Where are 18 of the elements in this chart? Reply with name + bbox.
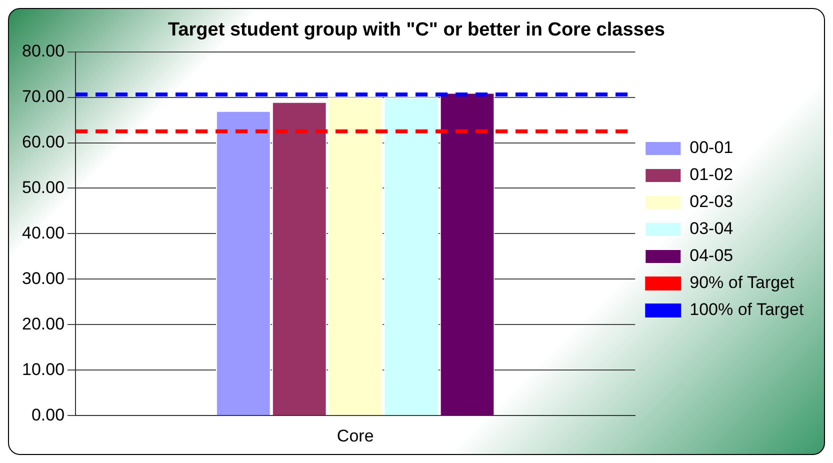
y-tick-label: 0.00 xyxy=(31,405,65,424)
y-tick-label: 50.00 xyxy=(22,178,65,197)
chart-title: Target student group with "C" or better in Core classes xyxy=(168,20,665,41)
legend-label: 02-03 xyxy=(690,192,734,212)
legend-label: 00-01 xyxy=(690,138,734,158)
x-tick-label: Core xyxy=(336,426,374,446)
y-tick-label: 20.00 xyxy=(22,314,65,334)
legend-label: 04-05 xyxy=(690,246,734,266)
y-tick-label: 80.00 xyxy=(22,41,65,60)
legend-label: 100% of Target xyxy=(690,300,804,320)
y-tick-label: 40.00 xyxy=(22,223,65,242)
legend-label: 90% of Target xyxy=(690,273,795,292)
y-tick-label: 10.00 xyxy=(22,360,65,379)
y-tick-label: 30.00 xyxy=(22,268,65,288)
legend-label: 03-04 xyxy=(690,219,734,238)
y-tick-label: 70.00 xyxy=(22,86,65,106)
legend-label: 01-02 xyxy=(690,165,734,184)
y-tick-label: 60.00 xyxy=(22,132,65,152)
